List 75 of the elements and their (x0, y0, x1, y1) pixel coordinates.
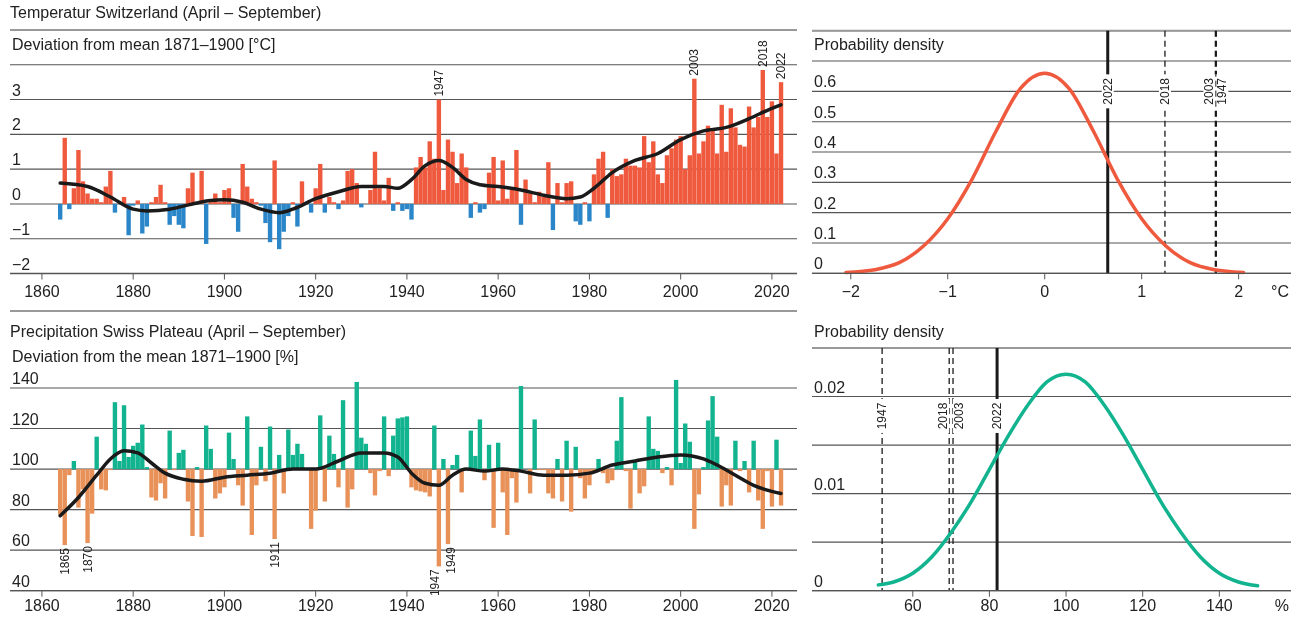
y-tick-label: −2 (12, 255, 31, 273)
annotation: 1947 (427, 569, 442, 597)
y-axis-title: Probability density (814, 323, 944, 340)
x-tick-label: 1980 (571, 597, 608, 614)
x-tick-label: 1880 (115, 597, 152, 614)
x-tick-label: 1920 (297, 283, 334, 300)
x-tick-label: 60 (903, 597, 922, 614)
y-tick-label: 0.02 (814, 378, 846, 396)
x-tick-label: 1940 (389, 283, 425, 300)
y-tick-label: 0.3 (814, 164, 837, 182)
x-tick-label: 140 (1205, 597, 1233, 614)
text: Precipitation Swiss Plateau (April – September) (10, 323, 347, 340)
y-tick-label: 0.01 (814, 475, 846, 493)
annotation: 1947 (431, 69, 446, 97)
y-tick-label: 40 (12, 572, 30, 590)
x-tick-label: 80 (980, 597, 999, 614)
y-tick-label: 80 (12, 491, 30, 509)
y-tick-label: 60 (12, 532, 30, 550)
x-tick-label: 1980 (571, 283, 608, 300)
annotation: 1947 (875, 402, 890, 430)
y-tick-label: 0 (814, 572, 823, 590)
chart-title: Temperatur Switzerland (April – September) (10, 4, 322, 21)
y-tick-label: 0 (814, 255, 823, 273)
y-tick-label: 2 (12, 116, 21, 134)
y-tick-label: 140 (12, 370, 39, 388)
y-axis-title: Deviation from the mean 1871–1900 [%] (12, 348, 299, 365)
annotation: 1947 (1215, 77, 1230, 105)
y-tick-label: −1 (12, 220, 31, 238)
x-tick-label: 1940 (389, 597, 425, 614)
x-tick-label: −2 (841, 283, 860, 300)
annotation: 1911 (267, 541, 282, 568)
x-tick-label: 120 (1129, 597, 1157, 614)
x-tick-label: 2000 (662, 597, 699, 614)
y-tick-label: 120 (12, 410, 39, 428)
annotation: 2022 (990, 402, 1005, 430)
annotation: 2018 (755, 39, 770, 67)
annotation: 1865 (57, 547, 72, 575)
x-axis-title: % (1274, 597, 1289, 614)
x-tick-label: 1860 (24, 283, 60, 300)
x-tick-label: 2020 (754, 283, 790, 300)
x-tick-label: −1 (938, 283, 957, 300)
annotation: 2003 (687, 48, 702, 76)
annotation: 2003 (952, 402, 967, 430)
x-tick-label: 1860 (24, 597, 60, 614)
x-tick-label: 1960 (480, 283, 517, 300)
y-axis-title: Deviation from mean 1871–1900 [°C] (12, 36, 276, 53)
x-tick-label: 1880 (115, 283, 152, 300)
x-tick-label: 2 (1234, 283, 1244, 300)
x-tick-label: 1960 (480, 597, 517, 614)
x-axis-title: °C (1271, 283, 1289, 300)
annotation: 1949 (443, 546, 458, 574)
x-tick-label: 1900 (206, 283, 243, 300)
y-tick-label: 0.6 (814, 73, 837, 91)
x-tick-label: 2020 (754, 597, 790, 614)
y-tick-label: 1 (12, 151, 21, 169)
y-tick-label: 0.1 (814, 224, 837, 242)
x-tick-label: 2000 (662, 283, 699, 300)
x-tick-label: 100 (1052, 597, 1080, 614)
y-tick-label: 0.4 (814, 134, 837, 151)
annotation: 2018 (1157, 77, 1172, 105)
x-tick-label: 1920 (297, 597, 334, 614)
x-tick-label: 1 (1137, 283, 1147, 300)
annotation: 2018 (936, 402, 951, 430)
y-tick-label: 100 (12, 451, 39, 469)
y-axis-title: Probability density (814, 36, 944, 53)
x-tick-label: 0 (1040, 283, 1050, 300)
annotation: 2022 (774, 52, 789, 80)
x-tick-label: 1900 (206, 597, 243, 614)
annotation: 2003 (1202, 77, 1217, 105)
annotation: 1870 (80, 545, 95, 573)
y-tick-label: 0.5 (814, 103, 837, 121)
annotation: 2022 (1100, 77, 1115, 105)
y-tick-label: 3 (12, 81, 21, 99)
y-tick-label: 0.2 (814, 194, 837, 212)
y-tick-label: 0 (12, 185, 21, 203)
